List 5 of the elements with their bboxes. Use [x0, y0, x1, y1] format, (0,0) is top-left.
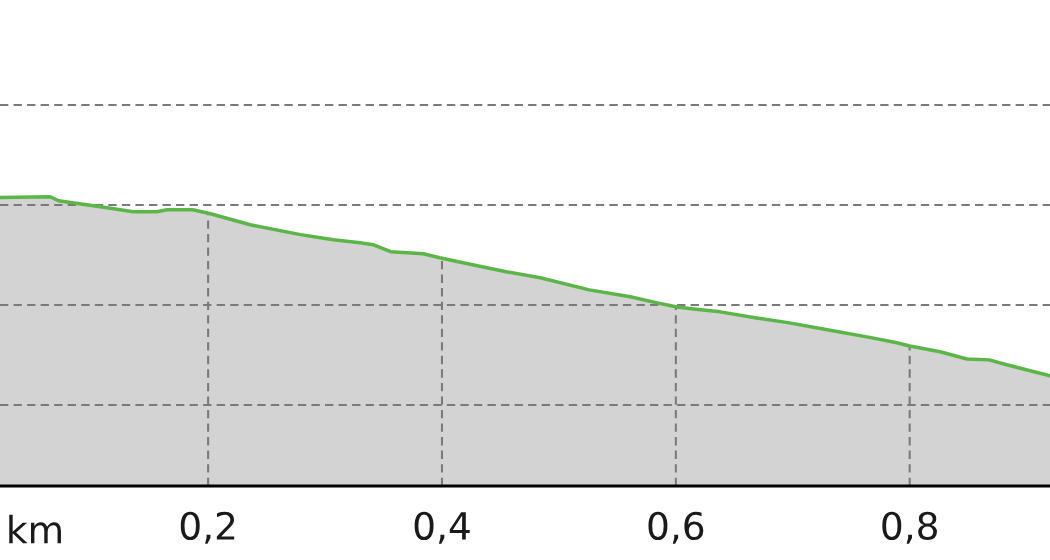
x-axis-title: km: [9, 514, 61, 544]
x-tick-label: 0,8: [882, 511, 937, 544]
x-tick-label: 0,4: [414, 511, 470, 544]
x-tick-label: 0,6: [648, 511, 704, 544]
x-tick-label: 0,2: [180, 511, 235, 544]
